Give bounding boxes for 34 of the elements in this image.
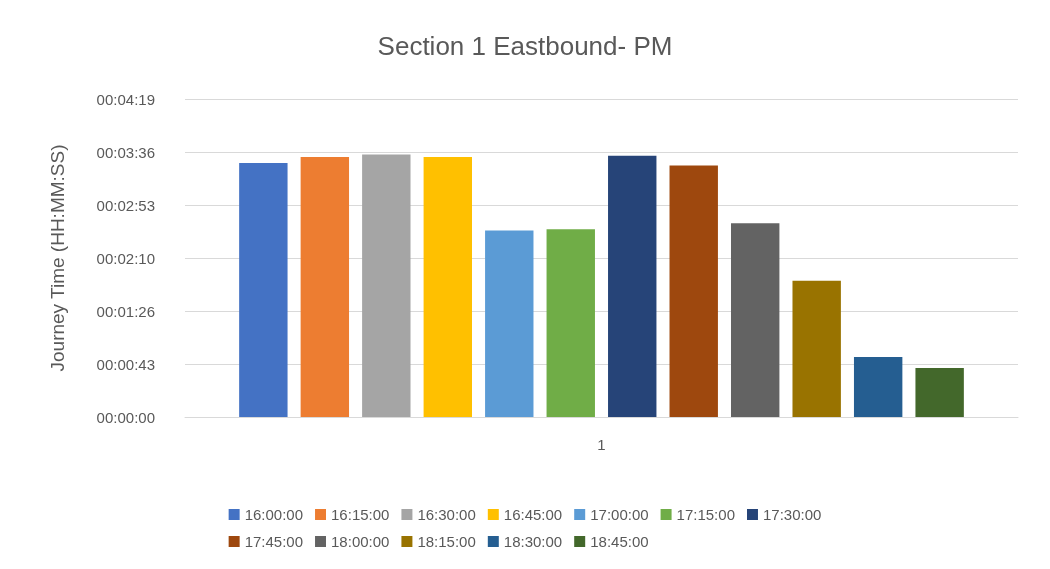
bar — [546, 229, 595, 417]
y-tick-label: 00:01:26 — [96, 302, 155, 320]
legend-label: 18:45:00 — [590, 533, 649, 550]
chart-title: Section 1 Eastbound- PM — [377, 31, 673, 61]
bar — [669, 165, 718, 417]
legend-label: 17:15:00 — [676, 506, 735, 523]
bar — [300, 156, 350, 417]
legend-label: 16:30:00 — [417, 506, 476, 523]
y-tick-label: 00:02:10 — [96, 249, 155, 267]
legend-label: 16:15:00 — [331, 506, 390, 523]
y-tick-label: 00:00:00 — [96, 408, 155, 426]
legend-label: 18:15:00 — [417, 533, 476, 550]
legend-label: 17:45:00 — [244, 533, 304, 550]
bar — [485, 230, 534, 417]
legend-label: 16:00:00 — [244, 506, 304, 523]
bar — [608, 155, 657, 417]
legend-label: 18:30:00 — [503, 533, 563, 550]
legend-label: 17:30:00 — [762, 506, 822, 523]
bar — [915, 367, 964, 417]
y-tick-label: 00:00:43 — [96, 355, 155, 373]
bar — [853, 356, 903, 417]
bar — [731, 223, 780, 417]
legend-label: 17:00:00 — [590, 506, 649, 523]
y-tick-label: 00:02:53 — [96, 196, 155, 214]
bar — [792, 280, 841, 417]
bar — [239, 163, 288, 417]
bar — [423, 156, 472, 417]
legend-label: 16:45:00 — [503, 506, 563, 523]
y-tick-label: 00:04:19 — [96, 90, 155, 108]
y-tick-label: 00:03:36 — [96, 143, 155, 161]
legend-label: 18:00:00 — [331, 533, 390, 550]
bar — [362, 154, 411, 417]
y-axis-title: Journey Time (HH:MM:SS) — [47, 144, 68, 372]
x-tick-label: 1 — [597, 436, 606, 453]
